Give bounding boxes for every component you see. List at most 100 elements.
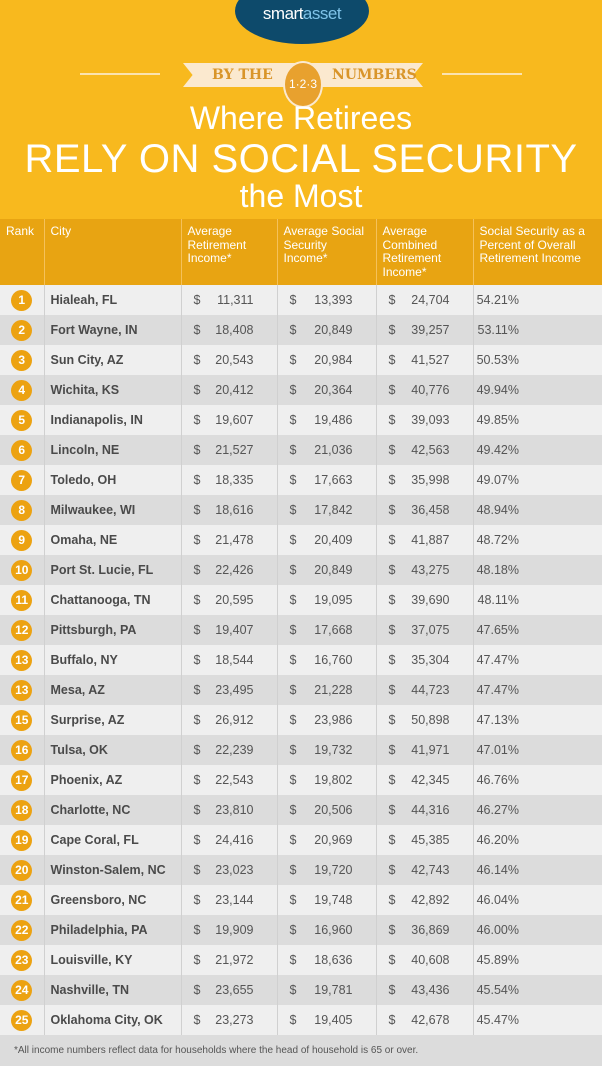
table-row: 23 Louisville, KY $21,972 $18,636 $40,608 45.…: [0, 945, 602, 975]
ranking-table: Rank City Average Retirement Income* Ave…: [0, 219, 602, 1035]
city-cell: Winston-Salem, NC: [44, 855, 182, 885]
combined-income-cell: $44,723: [376, 675, 474, 705]
currency-symbol: $: [289, 743, 297, 757]
currency-symbol: $: [289, 383, 297, 397]
currency-symbol: $: [289, 713, 297, 727]
rank-badge: 3: [11, 349, 33, 371]
divider-left: [80, 73, 160, 75]
percent-cell: 45.54%: [473, 975, 602, 1005]
table-row: 18 Charlotte, NC $23,810 $20,506 $44,316 46.2…: [0, 795, 602, 825]
amount: 20,506: [314, 803, 353, 817]
amount: 13,393: [314, 293, 353, 307]
banner-right-text: NUMBERS: [332, 67, 417, 83]
table-row: 24 Nashville, TN $23,655 $19,781 $43,436 45.5…: [0, 975, 602, 1005]
amount: 23,023: [215, 863, 254, 877]
amount: 42,563: [411, 443, 450, 457]
currency-symbol: $: [388, 953, 396, 967]
amount: 20,849: [314, 563, 353, 577]
amount: 36,458: [411, 503, 450, 517]
amount: 17,668: [314, 623, 353, 637]
rank-cell: 16: [0, 735, 45, 765]
currency-symbol: $: [388, 923, 396, 937]
currency-symbol: $: [193, 413, 201, 427]
currency-symbol: $: [388, 563, 396, 577]
amount: 22,426: [215, 563, 254, 577]
table-row: 11 Chattanooga, TN $20,595 $19,095 $39,690 48…: [0, 585, 602, 615]
rank-cell: 15: [0, 705, 45, 735]
currency-symbol: $: [193, 683, 201, 697]
currency-symbol: $: [388, 803, 396, 817]
currency-symbol: $: [388, 683, 396, 697]
table-row: 16 Tulsa, OK $22,239 $19,732 $41,971 47.01%: [0, 735, 602, 765]
combined-income-cell: $24,704: [376, 285, 474, 315]
social-security-cell: $18,636: [277, 945, 377, 975]
percent-cell: 49.94%: [473, 375, 602, 405]
header-city: City: [44, 219, 182, 285]
retirement-income-cell: $19,607: [181, 405, 278, 435]
rank-badge: 22: [11, 919, 33, 941]
retirement-income-cell: $21,478: [181, 525, 278, 555]
percent-cell: 48.72%: [473, 525, 602, 555]
table-row: 10 Port St. Lucie, FL $22,426 $20,849 $43,27…: [0, 555, 602, 585]
percent-cell: 46.00%: [473, 915, 602, 945]
retirement-income-cell: $23,144: [181, 885, 278, 915]
rank-cell: 24: [0, 975, 45, 1005]
table-row: 21 Greensboro, NC $23,144 $19,748 $42,892 46.…: [0, 885, 602, 915]
rank-badge: 19: [11, 829, 33, 851]
amount: 17,663: [314, 473, 353, 487]
amount: 19,909: [215, 923, 254, 937]
amount: 19,732: [314, 743, 353, 757]
retirement-income-cell: $23,655: [181, 975, 278, 1005]
retirement-income-cell: $11,311: [181, 285, 278, 315]
currency-symbol: $: [193, 473, 201, 487]
combined-income-cell: $41,527: [376, 345, 474, 375]
currency-symbol: $: [193, 833, 201, 847]
amount: 19,095: [314, 593, 353, 607]
currency-symbol: $: [388, 863, 396, 877]
city-cell: Philadelphia, PA: [44, 915, 182, 945]
percent-cell: 54.21%: [473, 285, 602, 315]
currency-symbol: $: [193, 563, 201, 577]
currency-symbol: $: [289, 563, 297, 577]
retirement-income-cell: $20,595: [181, 585, 278, 615]
banner-badge: 1·2·3: [283, 61, 323, 108]
rank-cell: 1: [0, 285, 45, 315]
retirement-income-cell: $21,527: [181, 435, 278, 465]
currency-symbol: $: [388, 353, 396, 367]
combined-income-cell: $36,458: [376, 495, 474, 525]
combined-income-cell: $43,275: [376, 555, 474, 585]
currency-symbol: $: [289, 653, 297, 667]
retirement-income-cell: $24,416: [181, 825, 278, 855]
currency-symbol: $: [193, 893, 201, 907]
percent-cell: 49.85%: [473, 405, 602, 435]
currency-symbol: $: [193, 983, 201, 997]
rank-badge: 13: [11, 649, 33, 671]
currency-symbol: $: [388, 413, 396, 427]
currency-symbol: $: [388, 653, 396, 667]
combined-income-cell: $35,998: [376, 465, 474, 495]
city-cell: Port St. Lucie, FL: [44, 555, 182, 585]
retirement-income-cell: $20,412: [181, 375, 278, 405]
rank-badge: 24: [11, 979, 33, 1001]
table-row: 19 Cape Coral, FL $24,416 $20,969 $45,385 46.…: [0, 825, 602, 855]
amount: 20,849: [314, 323, 353, 337]
combined-income-cell: $43,436: [376, 975, 474, 1005]
rank-badge: 20: [11, 859, 33, 881]
footnote: *All income numbers reflect data for hou…: [0, 1035, 602, 1066]
currency-symbol: $: [193, 1013, 201, 1027]
social-security-cell: $20,849: [277, 555, 377, 585]
rank-cell: 23: [0, 945, 45, 975]
combined-income-cell: $44,316: [376, 795, 474, 825]
social-security-cell: $17,663: [277, 465, 377, 495]
city-cell: Charlotte, NC: [44, 795, 182, 825]
rank-cell: 9: [0, 525, 45, 555]
rank-badge: 9: [11, 529, 33, 551]
city-cell: Mesa, AZ: [44, 675, 182, 705]
combined-income-cell: $39,093: [376, 405, 474, 435]
amount: 16,760: [314, 653, 353, 667]
table-header-row: Rank City Average Retirement Income* Ave…: [0, 219, 602, 285]
amount: 20,364: [314, 383, 353, 397]
rank-cell: 13: [0, 675, 45, 705]
header-retirement-income: Average Retirement Income*: [181, 219, 278, 285]
currency-symbol: $: [289, 593, 297, 607]
